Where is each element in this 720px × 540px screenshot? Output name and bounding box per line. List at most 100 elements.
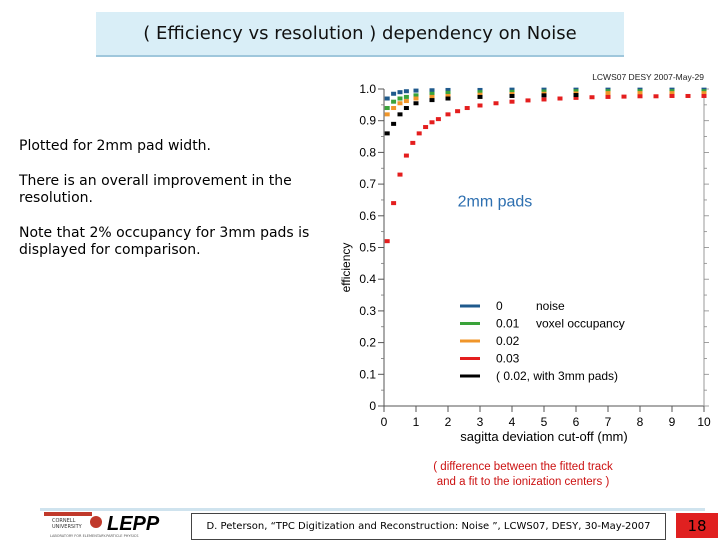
slide-title: ( Efficiency vs resolution ) dependency … <box>143 23 577 44</box>
data-point-series-4 <box>403 106 409 111</box>
data-point-series-3 <box>416 131 422 136</box>
chart-header: LCWS07 DESY 2007-May-29 <box>592 72 704 82</box>
data-point-series-3 <box>445 112 451 117</box>
data-point-series-4 <box>429 98 435 103</box>
y-tick-label: 0.8 <box>359 145 376 159</box>
data-point-series-1 <box>541 89 547 94</box>
logo-lepp-text: LEPP <box>107 513 160 535</box>
data-point-series-3 <box>637 94 643 99</box>
data-point-series-3 <box>423 125 429 130</box>
data-point-series-4 <box>445 96 451 101</box>
data-point-series-1 <box>509 89 515 94</box>
logo-cornell-bottom: UNIVERSITY <box>52 524 83 530</box>
data-point-series-2 <box>445 93 451 98</box>
y-tick-label: 0.2 <box>359 336 376 350</box>
x-tick-label: 8 <box>637 415 644 429</box>
data-point-series-0 <box>391 91 397 96</box>
data-point-series-3 <box>653 94 659 99</box>
y-tick-label: 0.5 <box>359 241 376 255</box>
x-tick-label: 6 <box>573 415 580 429</box>
data-point-series-2 <box>403 99 409 104</box>
legend-label-2: 0.02 <box>496 334 520 348</box>
data-point-series-3 <box>525 98 531 103</box>
data-point-series-3 <box>621 94 627 99</box>
data-point-series-3 <box>464 106 470 111</box>
legend-label-1: 0.01 <box>496 317 520 331</box>
data-point-series-3 <box>493 101 499 106</box>
data-point-series-2 <box>397 101 403 106</box>
y-tick-label: 0.6 <box>359 209 376 223</box>
data-point-series-3 <box>391 201 397 206</box>
x-tick-label: 10 <box>697 415 711 429</box>
data-point-series-2 <box>669 91 675 96</box>
page-number-badge: 18 <box>676 513 718 538</box>
data-point-series-0 <box>397 90 403 95</box>
x-tick-label: 2 <box>445 415 452 429</box>
data-point-series-4 <box>413 101 419 106</box>
data-point-series-3 <box>541 97 547 102</box>
efficiency-chart: 0 0.1 0.2 0.3 0.4 0.5 0.6 0.7 0.8 0.9 1.0 0 1 2 3 4 5 6 7 8… <box>339 72 711 444</box>
caption-line-2: and a fit to the ionization centers ) <box>436 476 610 488</box>
data-point-series-2 <box>477 92 483 97</box>
data-point-series-0 <box>509 87 515 92</box>
y-tick-label: 0.7 <box>359 177 376 191</box>
data-point-series-4 <box>509 93 515 98</box>
y-tick-label: 0.3 <box>359 304 376 318</box>
logo-emblem-icon <box>90 516 102 528</box>
x-axis-label: sagitta deviation cut-off (mm) <box>460 429 627 444</box>
data-point-series-4 <box>384 131 390 136</box>
data-point-series-4 <box>397 112 403 117</box>
y-tick-label: 1.0 <box>359 82 376 96</box>
data-point-series-2 <box>413 96 419 101</box>
y-tick-label: 0 <box>369 399 376 413</box>
lepp-logo: CORNELL UNIVERSITY LEPP LABORATORY FOR E… <box>44 512 160 538</box>
data-point-series-3 <box>435 117 441 122</box>
y-tick-label: 0.9 <box>359 114 376 128</box>
data-point-series-4 <box>477 94 483 99</box>
legend-suffix-1: voxel occupancy <box>536 317 625 331</box>
slide-title-box: ( Efficiency vs resolution ) dependency … <box>96 12 624 57</box>
data-point-series-1 <box>429 91 435 96</box>
logo-bar <box>44 512 92 516</box>
legend-label-0: 0 <box>496 299 503 313</box>
data-point-series-2 <box>429 94 435 99</box>
data-point-series-3 <box>701 93 707 98</box>
data-point-series-3 <box>403 153 409 158</box>
y-axis-label: efficiency <box>339 243 353 293</box>
data-point-series-0 <box>413 88 419 93</box>
axis-ticks: 0 0.1 0.2 0.3 0.4 0.5 0.6 0.7 0.8 0.9 1.0 0 1 2 3 4 5 6 7 8… <box>359 82 711 429</box>
data-point-series-1 <box>445 90 451 95</box>
x-tick-label: 9 <box>669 415 676 429</box>
data-point-series-2 <box>637 91 643 96</box>
chart-annotation: 2mm pads <box>458 193 533 210</box>
data-point-series-1 <box>397 96 403 101</box>
data-point-series-3 <box>429 120 435 125</box>
data-point-series-1 <box>384 106 390 111</box>
data-point-series-3 <box>455 109 461 114</box>
data-point-series-2 <box>384 112 390 117</box>
data-point-series-2 <box>605 91 611 96</box>
footer-citation-box: D. Peterson, “TPC Digitization and Recon… <box>191 513 666 540</box>
data-point-series-3 <box>605 94 611 99</box>
data-point-series-3 <box>477 103 483 108</box>
legend: noise 0 0.01 voxel occupancy 0.02 0.03 ( 0.02,… <box>460 299 625 383</box>
caption-line-1: ( difference between the fitted track <box>433 461 613 473</box>
data-point-series-4 <box>391 121 397 126</box>
y-tick-label: 0.1 <box>359 367 376 381</box>
x-tick-label: 0 <box>381 415 388 429</box>
x-tick-label: 7 <box>605 415 612 429</box>
x-tick-label: 4 <box>509 415 516 429</box>
logo-cornell-top: CORNELL <box>52 518 76 524</box>
data-point-series-3 <box>669 93 675 98</box>
page-number: 18 <box>687 516 707 535</box>
legend-label-4: ( 0.02, with 3mm pads) <box>496 369 618 383</box>
bullet-1: Plotted for 2mm pad width. <box>19 138 212 154</box>
bullet-3: Note that 2% occupancy for 3mm pads is d… <box>19 225 310 258</box>
data-point-series-3 <box>573 95 579 100</box>
data-point-series-2 <box>391 106 397 111</box>
x-tick-label: 3 <box>477 415 484 429</box>
data-point-series-0 <box>429 88 435 93</box>
data-point-series-3 <box>509 99 515 104</box>
data-point-series-1 <box>391 99 397 104</box>
data-point-series-1 <box>573 89 579 94</box>
